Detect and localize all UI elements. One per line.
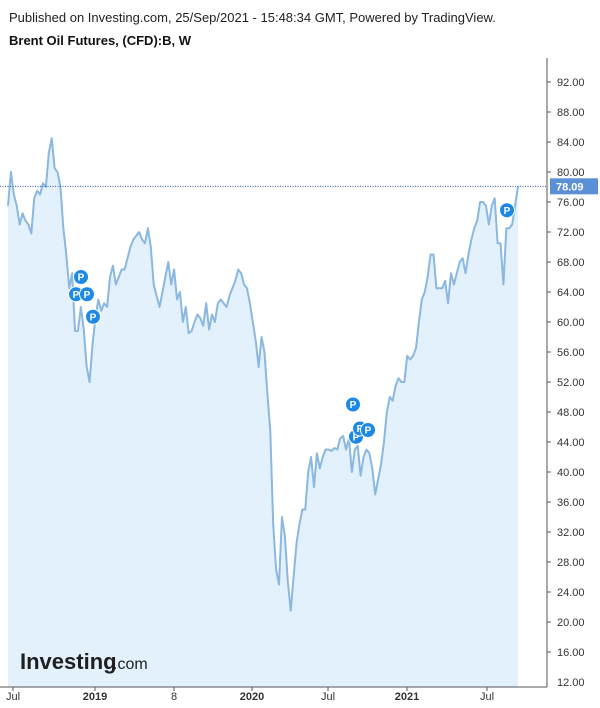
y-tick-label: 48.00 — [557, 407, 585, 419]
logo-brand: Investing — [20, 649, 117, 674]
y-tick-label: 80.00 — [557, 167, 585, 179]
x-tick-label: 2020 — [240, 691, 264, 703]
marker-label: P — [365, 426, 372, 437]
marker-label: P — [350, 400, 357, 411]
chart-title: Brent Oil Futures, (CFD):B, W — [9, 33, 191, 48]
y-tick-label: 64.00 — [557, 287, 585, 299]
last-price-label: 78.09 — [556, 181, 584, 193]
x-tick-label: 8 — [171, 691, 177, 703]
y-tick-label: 16.00 — [557, 647, 585, 659]
event-marker-icon[interactable]: P — [499, 202, 515, 219]
area-fill — [8, 138, 518, 687]
y-tick-label: 24.00 — [557, 587, 585, 599]
y-tick-label: 28.00 — [557, 557, 585, 569]
x-tick-label: 2019 — [83, 691, 107, 703]
marker-label: P — [90, 312, 97, 323]
marker-circle — [345, 396, 361, 413]
marker-label: P — [353, 432, 360, 443]
logo-suffix: .com — [113, 656, 148, 673]
event-marker-icon[interactable]: P — [360, 422, 376, 438]
y-tick-label: 20.00 — [557, 617, 585, 629]
y-tick-label: 52.00 — [557, 377, 585, 389]
y-tick-label: 60.00 — [557, 317, 585, 329]
y-tick-label: 84.00 — [557, 137, 585, 149]
marker-circle — [79, 286, 95, 303]
event-marker-icon[interactable]: P — [73, 269, 89, 285]
y-tick-label-partial: 12.00 — [557, 677, 585, 689]
investing-logo: Investing .com — [20, 649, 148, 674]
marker-label: P — [84, 290, 91, 301]
y-tick-label: 76.00 — [557, 197, 585, 209]
x-tick-label: Jul — [6, 691, 20, 703]
last-price-badge — [550, 178, 598, 195]
y-tick-label: 88.00 — [557, 107, 585, 119]
y-tick-label: 72.00 — [557, 227, 585, 239]
marker-label: P — [73, 290, 80, 301]
y-tick-label: 56.00 — [557, 347, 585, 359]
y-tick-label: 44.00 — [557, 437, 585, 449]
marker-circle — [85, 308, 101, 325]
x-tick-label: Jul — [480, 691, 494, 703]
y-tick-label: 92.00 — [557, 77, 585, 89]
marker-circle — [73, 269, 89, 285]
marker-circle — [360, 422, 376, 438]
marker-label: P — [504, 206, 511, 217]
event-marker-icon[interactable]: P — [79, 286, 95, 303]
x-tick-label: 2021 — [395, 691, 419, 703]
plot-area[interactable] — [7, 137, 519, 687]
y-tick-label: 40.00 — [557, 467, 585, 479]
y-tick-label: 32.00 — [557, 527, 585, 539]
price-line — [7, 137, 519, 612]
x-axis: Jul 2019 8 2020 Jul 2021 Jul — [6, 687, 494, 703]
published-caption: Published on Investing.com, 25/Sep/2021 … — [9, 10, 496, 25]
event-marker-icon[interactable]: P — [345, 396, 361, 413]
marker-circle — [499, 202, 515, 219]
y-tick-label: 68.00 — [557, 257, 585, 269]
x-tick-label: Jul — [321, 691, 335, 703]
event-marker-icon[interactable]: P — [85, 308, 101, 325]
y-tick-label: 36.00 — [557, 497, 585, 509]
y-axis: 16.00 20.00 24.00 28.00 32.00 36.00 40.00 44.00… — [0, 58, 598, 689]
marker-label: P — [78, 273, 85, 284]
